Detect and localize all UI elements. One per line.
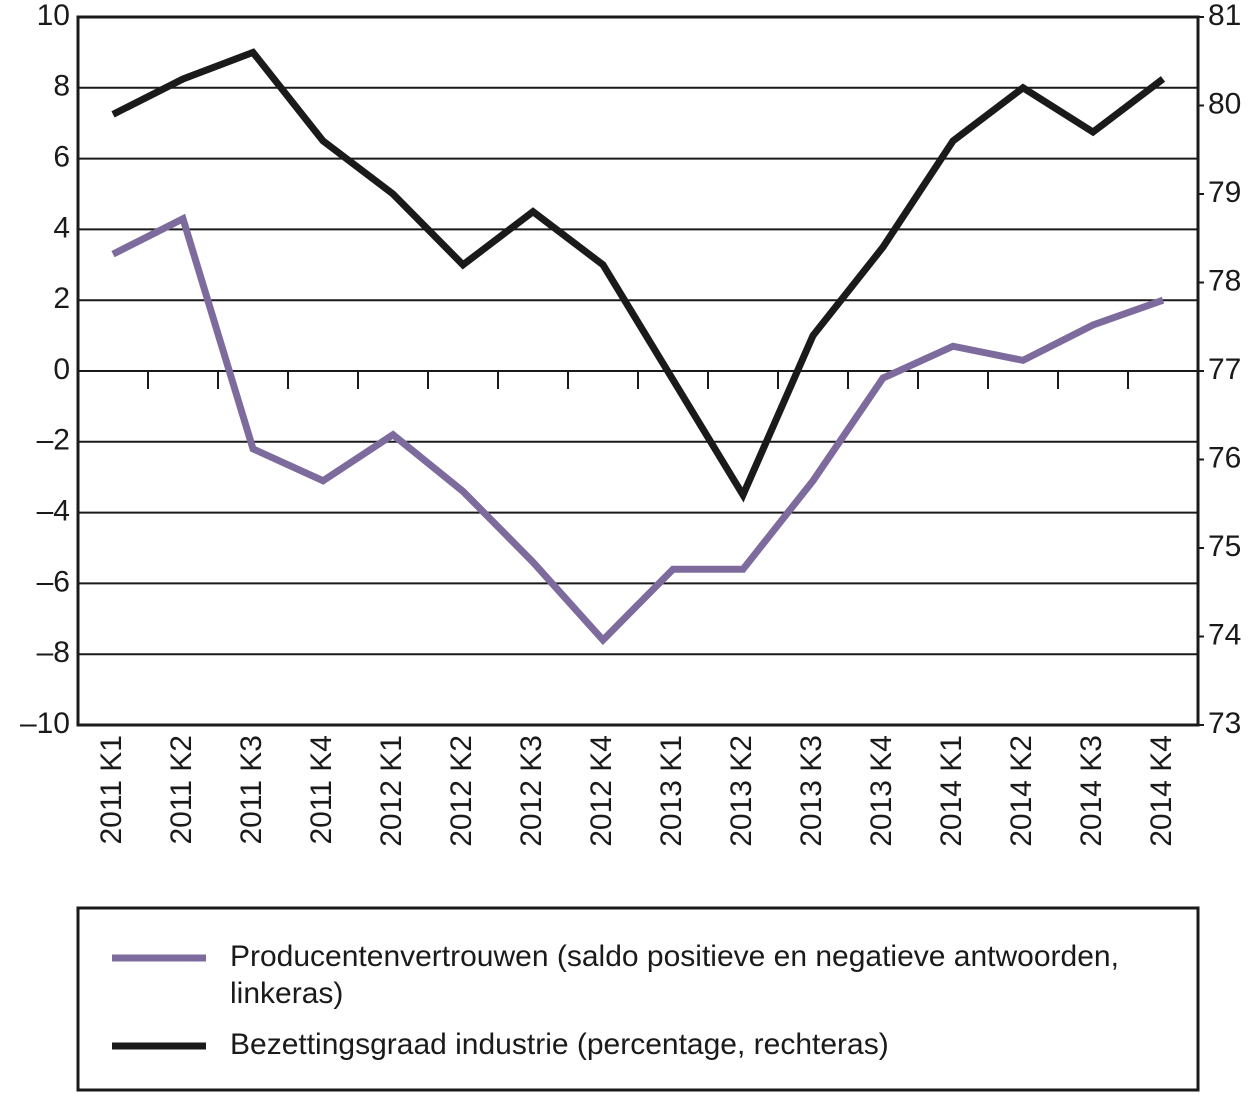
x-tick-label: 2011 K3 — [235, 735, 268, 845]
x-tick-label: 2012 K1 — [375, 735, 408, 847]
data-line — [111, 48, 1166, 503]
y2-tick-label: 76 — [1208, 441, 1241, 474]
y-tick-label: 8 — [53, 70, 70, 103]
x-tick-label: 2011 K1 — [95, 735, 128, 845]
x-tick-label: 2012 K2 — [445, 735, 478, 847]
y-tick-label: –2 — [37, 424, 70, 457]
x-tick-label: 2011 K4 — [305, 735, 338, 845]
y2-tick-label: 80 — [1208, 87, 1241, 120]
y2-tick-label: 75 — [1208, 530, 1241, 563]
legend: Producentenvertrouwen (saldo positieve e… — [230, 940, 1119, 1061]
y-tick-label: 10 — [37, 0, 70, 32]
y2-tick-label: 74 — [1208, 618, 1241, 651]
x-tick-label: 2014 K2 — [1005, 735, 1038, 847]
x-tick-label: 2012 K4 — [585, 735, 618, 847]
x-tick-label: 2013 K2 — [725, 735, 758, 847]
legend-frame — [76, 906, 1200, 1092]
legend-label: Bezettingsgraad industrie (percentage, r… — [230, 1028, 889, 1061]
x-tick-label: 2013 K4 — [865, 735, 898, 847]
y-tick-label: –8 — [37, 636, 70, 669]
y-tick-label: 0 — [53, 353, 70, 386]
y-tick-label: –4 — [37, 495, 70, 528]
y-tick-label: 6 — [53, 141, 70, 174]
x-tick-label: 2013 K1 — [655, 735, 688, 847]
y2-tick-label: 77 — [1208, 353, 1241, 386]
x-tick-label: 2013 K3 — [795, 735, 828, 847]
y2-tick-label: 79 — [1208, 176, 1241, 209]
y-tick-label: 2 — [53, 282, 70, 315]
y2-tick-label: 73 — [1208, 707, 1241, 740]
data-line — [111, 213, 1165, 646]
y-tick-label: 4 — [53, 211, 70, 244]
y2-tick-label: 78 — [1208, 264, 1241, 297]
x-tick-label: 2012 K3 — [515, 735, 548, 847]
y-tick-label: –10 — [20, 707, 70, 740]
x-tick-label: 2014 K3 — [1075, 735, 1108, 847]
x-tick-label: 2014 K1 — [935, 735, 968, 847]
x-tick-label: 2014 K4 — [1145, 735, 1178, 847]
x-tick-label: 2011 K2 — [165, 735, 198, 845]
y2-tick-label: 81 — [1208, 0, 1241, 32]
legend-label: Producentenvertrouwen (saldo positieve e… — [230, 940, 1119, 1010]
y-tick-label: –6 — [37, 565, 70, 598]
